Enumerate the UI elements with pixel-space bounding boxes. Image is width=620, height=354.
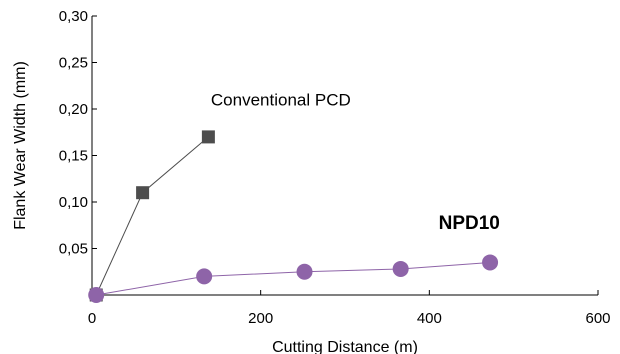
y-axis-title: Flank Wear Width (mm) [12, 61, 29, 230]
y-tick-label: 0,05 [59, 241, 88, 258]
x-tick-label: 200 [248, 310, 273, 327]
x-tick-label: 400 [417, 310, 442, 327]
data-point-circle [88, 287, 105, 303]
data-point-circle [296, 263, 313, 280]
data-point-circle [482, 254, 499, 271]
series-annotation: Conventional PCD [211, 90, 351, 109]
x-tick-label: 600 [585, 310, 610, 327]
x-tick-label: 0 [88, 310, 96, 327]
y-tick-label: 0,20 [59, 101, 88, 118]
y-tick-label: 0,15 [59, 148, 88, 165]
y-tick-label: 0,30 [59, 8, 88, 25]
series-line-0 [95, 136, 209, 296]
data-point-circle [196, 268, 213, 285]
y-tick-label: 0,25 [59, 55, 88, 72]
series-line-1 [96, 261, 491, 296]
data-point-square [201, 130, 215, 144]
series-annotation: NPD10 [439, 213, 500, 234]
data-point-circle [392, 260, 409, 277]
y-tick-label: 0,10 [59, 194, 88, 211]
x-axis-title: Cutting Distance (m) [272, 339, 418, 354]
data-point-square [136, 186, 150, 200]
